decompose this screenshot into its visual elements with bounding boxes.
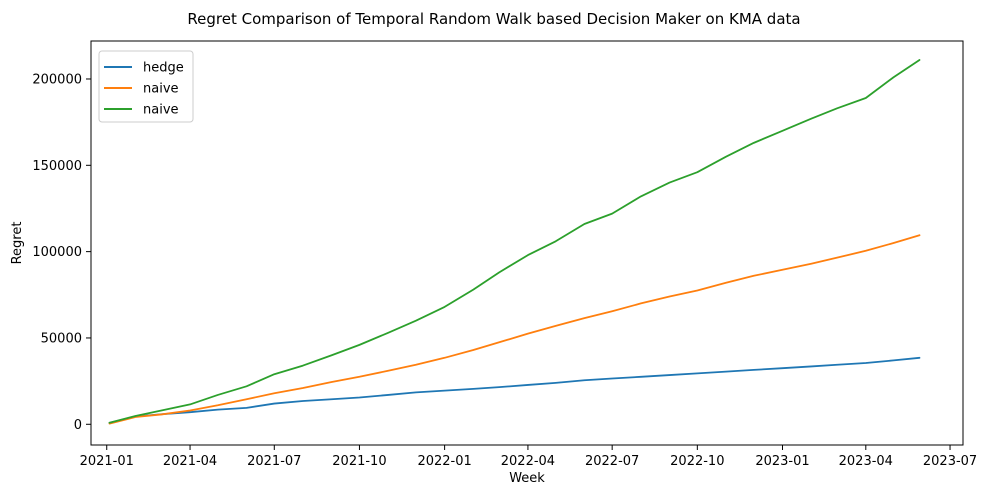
legend: hedge naive naive (98, 50, 194, 123)
y-axis-label: Regret (10, 222, 25, 265)
x-tick-label: 2021-04 (163, 454, 217, 469)
x-tick-label: 2023-04 (839, 454, 893, 469)
x-tick-label: 2021-10 (332, 454, 386, 469)
y-tick-label: 150000 (32, 159, 82, 174)
x-tick-label: 2022-01 (417, 454, 471, 469)
x-tick-label: 2023-01 (755, 454, 809, 469)
y-tick-label: 200000 (32, 72, 82, 87)
x-tick-label: 2022-07 (585, 454, 639, 469)
x-tick-label: 2022-10 (670, 454, 724, 469)
legend-entry-3: naive (143, 103, 179, 118)
axes-frame (90, 40, 964, 446)
series-line-1 (108, 356, 921, 424)
series-line-2 (108, 234, 921, 425)
y-tick-label: 0 (74, 418, 82, 433)
legend-entry-1: hedge (143, 61, 184, 76)
x-tick-label: 2023-07 (923, 454, 977, 469)
plot-area (90, 40, 964, 446)
legend-box (98, 50, 194, 123)
y-tick-label: 50000 (41, 331, 82, 346)
y-axis-ticks: 0 50000 100000 150000 200000 (32, 72, 91, 433)
x-tick-label: 2021-07 (247, 454, 301, 469)
legend-entry-2: naive (143, 82, 179, 97)
x-tick-label: 2022-04 (501, 454, 555, 469)
x-axis-label: Week (509, 471, 545, 486)
series-line-3 (108, 59, 921, 424)
x-axis-ticks: 2021-01 2021-04 2021-07 2021-10 2022-01 2022-… (80, 445, 977, 469)
y-tick-label: 100000 (32, 245, 82, 260)
x-tick-label: 2021-01 (80, 454, 134, 469)
series-lines (108, 59, 921, 425)
chart-title: Regret Comparison of Temporal Random Wal… (187, 10, 800, 28)
